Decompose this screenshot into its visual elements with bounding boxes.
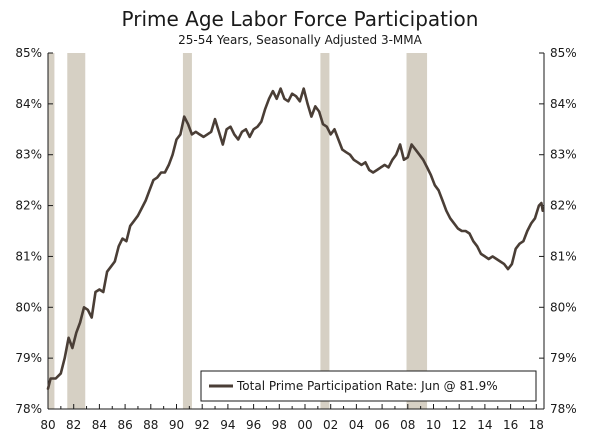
y-tick-label-left: 79% bbox=[15, 351, 42, 365]
x-tick-label: 04 bbox=[349, 418, 364, 432]
y-tick-label-left: 82% bbox=[15, 199, 42, 213]
y-tick-label-left: 78% bbox=[15, 402, 42, 416]
chart-title: Prime Age Labor Force Participation bbox=[122, 7, 479, 31]
x-tick-label: 10 bbox=[426, 418, 441, 432]
chart-subtitle: 25-54 Years, Seasonally Adjusted 3-MMA bbox=[178, 33, 422, 47]
y-tick-label-right: 81% bbox=[550, 249, 577, 263]
x-tick-label: 16 bbox=[503, 418, 518, 432]
x-tick-label: 94 bbox=[220, 418, 235, 432]
x-tick-label: 02 bbox=[323, 418, 338, 432]
x-tick-label: 90 bbox=[169, 418, 184, 432]
y-tick-label-right: 84% bbox=[550, 97, 577, 111]
recession-bands bbox=[48, 53, 428, 409]
series-lines bbox=[46, 87, 544, 390]
recession-band bbox=[67, 53, 86, 409]
x-tick-label: 12 bbox=[452, 418, 467, 432]
y-tick-label-right: 85% bbox=[550, 46, 577, 60]
x-tick-label: 84 bbox=[92, 418, 107, 432]
y-tick-label-right: 78% bbox=[550, 402, 577, 416]
x-tick-label: 92 bbox=[195, 418, 210, 432]
x-tick-label: 88 bbox=[143, 418, 158, 432]
x-tick-label: 00 bbox=[297, 418, 312, 432]
x-tick-label: 08 bbox=[400, 418, 415, 432]
x-tick-label: 14 bbox=[477, 418, 492, 432]
recession-band bbox=[406, 53, 428, 409]
recession-band bbox=[182, 53, 192, 409]
axes: 78% 78% 79% 79% 80% 80% 81% 81% 82% 82% 83% 83% 84% 8… bbox=[15, 46, 576, 432]
y-tick-label-left: 81% bbox=[15, 249, 42, 263]
x-tick-label: 96 bbox=[246, 418, 261, 432]
x-tick-label: 80 bbox=[40, 418, 55, 432]
y-tick-label-right: 80% bbox=[550, 300, 577, 314]
x-tick-label: 18 bbox=[529, 418, 544, 432]
y-tick-label-left: 83% bbox=[15, 148, 42, 162]
recession-band bbox=[48, 53, 55, 409]
y-tick-label-right: 82% bbox=[550, 199, 577, 213]
legend-box bbox=[200, 370, 537, 402]
x-tick-label: 98 bbox=[272, 418, 287, 432]
y-tick-label-right: 79% bbox=[550, 351, 577, 365]
x-tick-label: 86 bbox=[117, 418, 132, 432]
x-tick-label: 06 bbox=[374, 418, 389, 432]
y-tick-label-right: 83% bbox=[550, 148, 577, 162]
recession-band bbox=[320, 53, 330, 409]
y-tick-label-left: 85% bbox=[15, 46, 42, 60]
y-tick-label-left: 84% bbox=[15, 97, 42, 111]
x-tick-label: 82 bbox=[66, 418, 81, 432]
legend-label: Total Prime Participation Rate: Jun @ 81… bbox=[236, 379, 498, 393]
y-tick-label-left: 80% bbox=[15, 300, 42, 314]
series-line bbox=[46, 87, 544, 390]
legend: Total Prime Participation Rate: Jun @ 81… bbox=[200, 370, 537, 402]
